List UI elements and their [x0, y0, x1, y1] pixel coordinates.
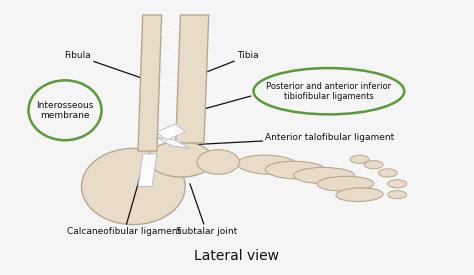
- Ellipse shape: [388, 191, 407, 199]
- Polygon shape: [138, 154, 157, 186]
- Polygon shape: [157, 138, 190, 148]
- Ellipse shape: [265, 161, 327, 179]
- Ellipse shape: [388, 180, 407, 188]
- Ellipse shape: [336, 188, 383, 202]
- Text: Interosseous
membrane: Interosseous membrane: [36, 101, 94, 120]
- Text: Posterior and anterior inferior
tibiofibular ligaments: Posterior and anterior inferior tibiofib…: [266, 81, 392, 101]
- Ellipse shape: [82, 148, 185, 225]
- Polygon shape: [138, 15, 162, 151]
- Text: Tibia: Tibia: [192, 51, 259, 78]
- Ellipse shape: [293, 167, 355, 184]
- Text: Lateral view: Lateral view: [194, 249, 280, 263]
- Ellipse shape: [147, 142, 213, 177]
- Ellipse shape: [237, 155, 298, 174]
- Text: Fibula: Fibula: [64, 51, 140, 78]
- Text: Subtalar joint: Subtalar joint: [176, 184, 237, 236]
- Text: Anterior talofibular ligament: Anterior talofibular ligament: [199, 133, 394, 144]
- Polygon shape: [157, 124, 185, 140]
- Ellipse shape: [350, 155, 369, 163]
- Ellipse shape: [197, 150, 239, 174]
- Text: Calcaneofibular ligament: Calcaneofibular ligament: [67, 176, 182, 236]
- Ellipse shape: [317, 176, 374, 191]
- Ellipse shape: [378, 169, 397, 177]
- Polygon shape: [176, 15, 209, 143]
- Ellipse shape: [364, 161, 383, 169]
